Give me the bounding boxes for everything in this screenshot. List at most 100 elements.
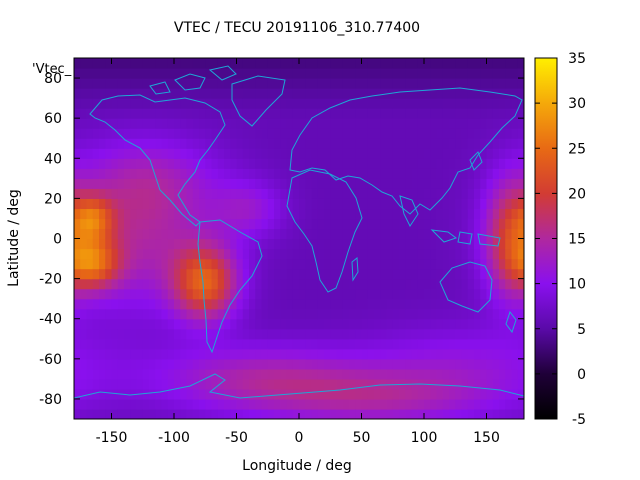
heatmap-cell — [205, 238, 213, 250]
heatmap-cell — [80, 248, 88, 260]
heatmap-cell — [436, 398, 444, 410]
heatmap-cell — [505, 318, 513, 330]
heatmap-cell — [224, 118, 231, 129]
heatmap-cell — [161, 128, 169, 139]
heatmap-cell — [480, 398, 488, 410]
heatmap-cell — [92, 88, 100, 99]
heatmap-cell — [155, 268, 163, 280]
heatmap-cell — [130, 198, 138, 210]
heatmap-cell — [486, 88, 494, 99]
heatmap-cell — [342, 258, 350, 270]
heatmap-cell — [199, 398, 206, 410]
heatmap-cell — [430, 258, 438, 270]
heatmap-cell — [424, 148, 431, 159]
heatmap-cell — [342, 88, 350, 99]
heatmap-cell — [186, 328, 194, 340]
heatmap-cell — [242, 158, 250, 169]
heatmap-cell — [149, 58, 156, 69]
heatmap-cell — [174, 378, 181, 390]
heatmap-cell — [355, 58, 363, 69]
heatmap-cell — [499, 198, 506, 210]
heatmap-cell — [92, 368, 100, 380]
heatmap-cell — [142, 248, 150, 260]
heatmap-cell — [336, 148, 344, 159]
heatmap-cell — [442, 78, 450, 89]
heatmap-cell — [105, 178, 113, 189]
heatmap-cell — [374, 168, 381, 179]
heatmap-cell — [374, 158, 381, 169]
heatmap-cell — [161, 388, 169, 400]
heatmap-cell — [517, 328, 524, 340]
heatmap-cell — [399, 178, 406, 189]
heatmap-cell — [324, 88, 331, 99]
heatmap-cell — [399, 328, 406, 340]
heatmap-cell — [155, 98, 163, 109]
heatmap-cell — [155, 168, 163, 179]
heatmap-cell — [155, 348, 163, 360]
heatmap-cell — [249, 338, 256, 350]
heatmap-cell — [336, 398, 344, 410]
heatmap-cell — [192, 238, 200, 250]
heatmap-cell — [280, 398, 288, 410]
heatmap-cell — [355, 158, 363, 169]
heatmap-cell — [355, 208, 363, 220]
heatmap-cell — [367, 118, 375, 129]
heatmap-cell — [349, 318, 356, 330]
heatmap-cell — [136, 98, 144, 109]
heatmap-cell — [492, 58, 500, 69]
heatmap-cell — [299, 398, 306, 410]
heatmap-cell — [217, 328, 225, 340]
heatmap-cell — [505, 328, 513, 340]
heatmap-cell — [336, 288, 344, 300]
x-tick-label: 0 — [295, 430, 304, 446]
heatmap-cell — [417, 408, 425, 419]
heatmap-cell — [474, 278, 481, 290]
heatmap-cell — [274, 68, 281, 79]
heatmap-cell — [461, 338, 469, 350]
heatmap-cell — [236, 228, 244, 240]
heatmap-cell — [299, 338, 306, 350]
heatmap-cell — [211, 358, 219, 370]
heatmap-cell — [199, 148, 206, 159]
heatmap-cell — [330, 298, 338, 310]
heatmap-cell — [130, 98, 138, 109]
heatmap-cell — [361, 58, 369, 69]
heatmap-cell — [136, 268, 144, 280]
heatmap-cell — [261, 198, 269, 210]
heatmap-cell — [230, 398, 238, 410]
heatmap-cell — [392, 278, 400, 290]
heatmap-cell — [230, 298, 238, 310]
heatmap-cell — [386, 248, 394, 260]
heatmap-cell — [186, 118, 194, 129]
heatmap-cell — [474, 208, 481, 220]
heatmap-cell — [342, 378, 350, 390]
heatmap-cell — [80, 328, 88, 340]
heatmap-cell — [305, 348, 313, 360]
heatmap-cell — [299, 268, 306, 280]
heatmap-cell — [411, 358, 419, 370]
heatmap-cell — [424, 318, 431, 330]
heatmap-cell — [130, 168, 138, 179]
heatmap-cell — [430, 398, 438, 410]
heatmap-cell — [192, 408, 200, 419]
heatmap-cell — [355, 98, 363, 109]
heatmap-cell — [105, 58, 113, 69]
heatmap-cell — [299, 88, 306, 99]
heatmap-cell — [180, 268, 188, 280]
heatmap-cell — [392, 88, 400, 99]
heatmap-cell — [486, 318, 494, 330]
heatmap-cell — [342, 218, 350, 230]
heatmap-cell — [292, 278, 300, 290]
heatmap-cell — [486, 58, 494, 69]
heatmap-cell — [117, 398, 125, 410]
heatmap-cell — [124, 98, 131, 109]
heatmap-cell — [361, 158, 369, 169]
heatmap-cell — [399, 68, 406, 79]
heatmap-cell — [449, 388, 456, 400]
heatmap-cell — [211, 88, 219, 99]
heatmap-cell — [80, 228, 88, 240]
heatmap-cell — [311, 368, 319, 380]
heatmap-cell — [386, 188, 394, 199]
heatmap-cell — [505, 168, 513, 179]
heatmap-cell — [292, 208, 300, 220]
